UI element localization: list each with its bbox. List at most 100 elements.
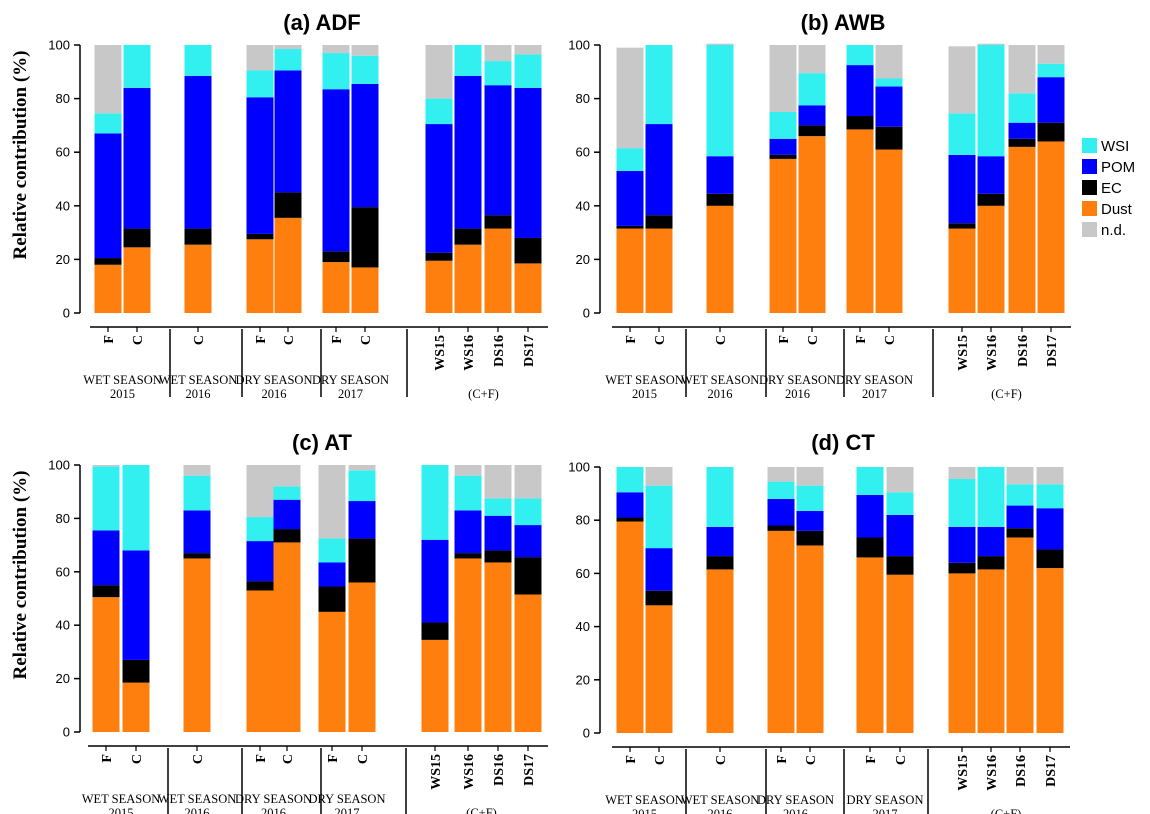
group-label-line1: WET SEASON [158,792,237,806]
bar-segment-pom [425,124,453,253]
bar-segment-wsi [183,475,211,511]
y-axis-label: Relative contribution (%) [10,51,31,260]
bar-segment-ec [798,125,826,137]
bar-segment-pom [1006,505,1034,529]
bar-segment-pom [645,548,673,591]
bar-segment-nd [1008,45,1036,94]
bar-segment-nd [948,467,976,479]
bar-segment-ec [616,517,644,522]
legend-swatch [1082,159,1097,174]
bar-segment-wsi [322,53,350,90]
y-axis-label: Relative contribution (%) [10,471,31,680]
legend-label: n.d. [1101,222,1126,239]
bar-segment-nd [484,45,512,62]
y-tick-label: 40 [576,619,590,634]
x-tick-label: WS15 [429,754,444,790]
bar-segment-ec [706,193,734,206]
bar-segment-nd [875,45,903,79]
bar-segment-wsi [616,148,644,171]
bar-segment-nd [1006,467,1034,485]
y-tick-label: 60 [576,566,590,581]
bar-segment-pom [645,124,673,216]
bar-segment-ec [246,233,274,240]
bar-segment-dust [798,136,826,313]
bar-segment-pom [454,510,482,554]
bar-segment-nd [274,45,302,50]
bar-segment-nd [318,465,346,539]
bar-segment-nd [348,465,376,471]
bar-segment-wsi [798,73,826,106]
bar-segment-ec [846,116,874,130]
bar-segment-wsi [1008,93,1036,123]
bar-segment-dust [183,558,211,732]
bar-segment-dust [421,639,449,732]
bar-segment-pom [1008,122,1036,139]
bar-segment-ec [514,557,542,595]
group-label-line2: 2015 [109,806,134,814]
bar-segment-wsi [645,45,673,125]
y-tick-label: 20 [56,252,70,267]
bar-segment-pom [184,75,212,229]
panel-title: (b) AWB [801,10,886,35]
bar-segment-wsi [348,470,376,502]
bar-segment-pom [796,510,824,531]
bar-segment-wsi [846,45,874,66]
y-tick-label: 80 [56,91,70,106]
bar-segment-wsi [454,45,482,76]
y-tick-label: 100 [568,460,590,475]
group-label-line1: DRY SEASON [312,373,389,387]
bar-segment-dust [767,530,795,733]
x-tick-label: WS15 [433,335,448,371]
bar-segment-wsi [948,478,976,527]
group-label-line2: 2016 [785,387,810,401]
bar-segment-nd [1037,45,1065,64]
y-tick-label: 60 [56,564,70,579]
group-label-line2: 2016 [185,806,210,814]
x-tick-label: C [192,335,207,345]
bar-segment-wsi [92,466,120,531]
bar-segment-pom [351,83,379,208]
bar-segment-nd [514,465,542,499]
group-label-line1: DRY SEASON [836,373,913,387]
bar-segment-dust [706,569,734,733]
y-tick-label: 80 [576,513,590,528]
x-tick-label: WS16 [985,755,1000,791]
x-tick-label: F [864,755,879,764]
bar-segment-pom [856,494,884,538]
panel-title: (c) AT [292,430,352,455]
x-tick-label: C [894,755,909,765]
bar-segment-nd [796,467,824,486]
bar-segment-wsi [948,113,976,155]
group-label-line1: DRY SEASON [759,373,836,387]
y-tick-label: 100 [48,458,70,473]
bar-segment-dust [274,217,302,313]
x-tick-label: WS16 [985,335,1000,371]
bar-segment-dust [846,129,874,313]
bar-segment-wsi [514,498,542,526]
bar-segment-pom [875,86,903,127]
bar-segment-pom [798,105,826,126]
bar-segment-pom [1036,508,1064,550]
x-tick-label: DS16 [492,754,507,786]
bar-segment-wsi [1006,484,1034,506]
bar-segment-ec [183,553,211,559]
x-tick-label: DS16 [1014,755,1029,787]
bar-segment-pom [246,97,274,234]
bar-segment-ec [92,585,120,598]
x-tick-label: C [653,755,668,765]
bar-segment-wsi [514,54,542,88]
bar-segment-wsi [123,45,151,88]
bar-segment-dust [796,545,824,733]
bar-segment-ec [645,590,673,606]
bar-segment-dust [92,597,120,732]
bar-segment-nd [977,43,1005,45]
x-tick-label: C [653,335,668,345]
legend-swatch [1082,201,1097,216]
y-tick-label: 100 [568,38,590,53]
bar-segment-nd [425,45,453,99]
bar-segment-nd [645,467,673,486]
x-tick-label: C [714,755,729,765]
bar-segment-ec [1037,122,1065,142]
y-tick-label: 80 [576,91,590,106]
